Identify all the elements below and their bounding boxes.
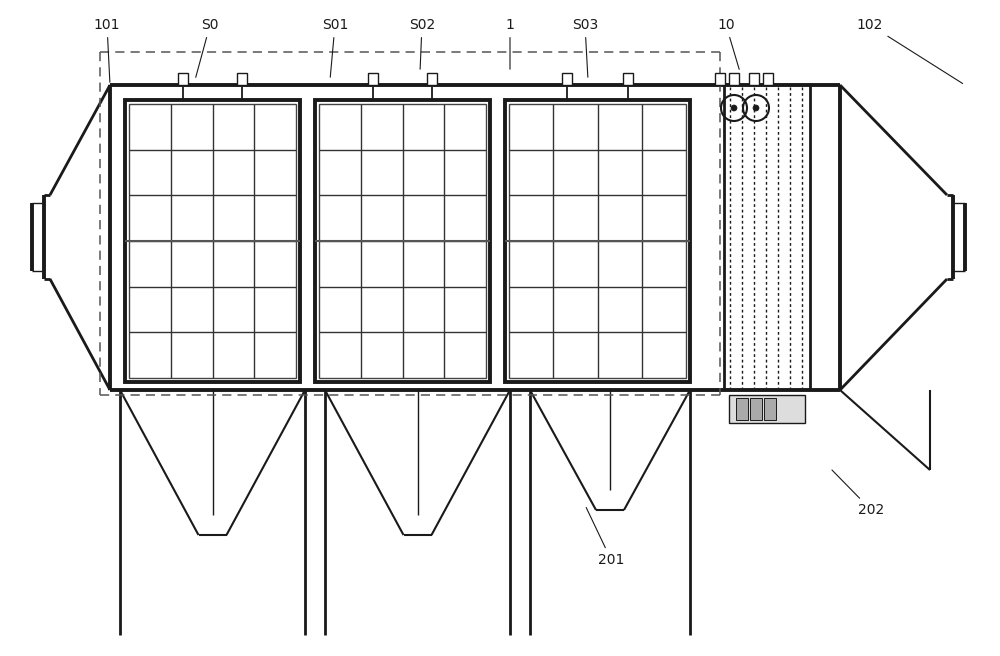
Bar xyxy=(729,73,739,85)
Text: S01: S01 xyxy=(322,18,348,77)
Bar xyxy=(368,73,378,85)
Text: S03: S03 xyxy=(572,18,598,77)
Bar xyxy=(125,100,300,382)
Text: 101: 101 xyxy=(94,18,120,82)
Bar xyxy=(729,395,805,423)
Text: 201: 201 xyxy=(586,508,624,567)
Circle shape xyxy=(731,105,737,111)
Bar xyxy=(749,73,759,85)
Bar xyxy=(237,73,247,85)
Bar xyxy=(178,73,188,85)
Bar xyxy=(129,104,296,378)
Bar xyxy=(315,100,490,382)
Bar xyxy=(715,73,725,85)
Bar xyxy=(623,73,633,85)
Text: 102: 102 xyxy=(857,18,963,83)
Bar xyxy=(562,73,572,85)
Circle shape xyxy=(753,105,759,111)
Text: S0: S0 xyxy=(196,18,219,77)
Bar xyxy=(764,398,776,420)
Bar xyxy=(505,100,690,382)
Bar xyxy=(319,104,486,378)
Bar xyxy=(763,73,773,85)
Text: 202: 202 xyxy=(832,470,884,517)
Bar xyxy=(736,398,748,420)
Text: 10: 10 xyxy=(717,18,739,70)
Text: 1: 1 xyxy=(506,18,514,70)
Bar xyxy=(750,398,762,420)
Bar xyxy=(427,73,437,85)
Text: S02: S02 xyxy=(409,18,435,70)
Bar xyxy=(509,104,686,378)
